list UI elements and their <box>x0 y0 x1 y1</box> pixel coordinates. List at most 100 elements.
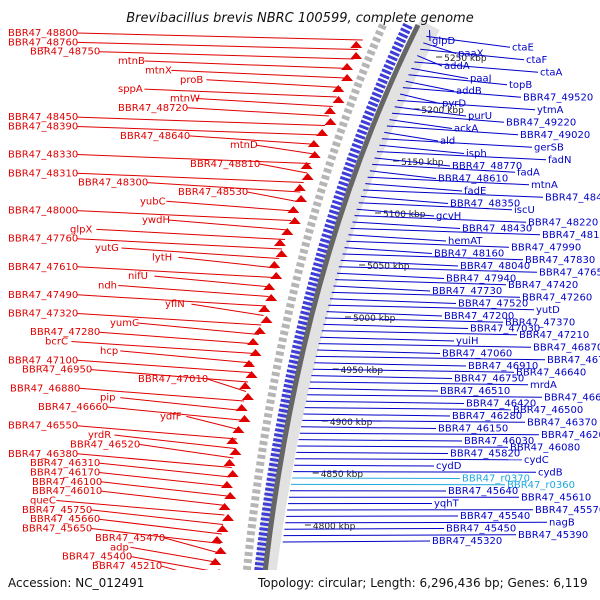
label-leader <box>91 369 249 383</box>
reverse-gene-arrow <box>245 371 258 378</box>
label-leader <box>99 331 257 345</box>
right-gene-label: BBR47_45610 <box>521 492 591 503</box>
label-leader <box>300 426 437 429</box>
label-leader <box>338 266 538 273</box>
label-leader <box>324 317 504 323</box>
label-leader <box>348 234 447 242</box>
label-leader <box>99 462 231 478</box>
reverse-gene-arrow <box>258 305 271 312</box>
label-leader <box>91 509 224 525</box>
label-leader <box>335 279 507 286</box>
tick-label: 5100 kbp <box>383 210 426 220</box>
left-gene-label: bcrC <box>45 337 68 348</box>
reverse-gene-arrow <box>295 195 308 202</box>
left-gene-label: BBR47_48760 <box>8 37 78 48</box>
right-gene-label: BBR47_48430 <box>462 224 532 235</box>
right-gene-label: BBR47_48490 <box>545 192 600 203</box>
left-gene-label: BBR47_46950 <box>22 365 92 376</box>
label-leader <box>101 481 228 497</box>
label-leader <box>77 32 363 41</box>
right-gene-label: BBR47_47650 <box>539 267 600 278</box>
label-leader <box>77 313 262 326</box>
label-leader <box>256 144 315 155</box>
right-gene-label: gerSB <box>534 142 564 153</box>
label-leader <box>352 221 461 229</box>
label-leader <box>346 240 510 248</box>
label-leader <box>386 125 519 136</box>
reverse-gene-arrow <box>223 459 236 466</box>
left-gene-label: pip <box>100 393 115 404</box>
left-gene-label: yflN <box>165 299 185 310</box>
label-leader <box>284 528 445 530</box>
label-leader <box>77 238 283 250</box>
right-gene-label: ctaA <box>540 67 563 78</box>
right-gene-label: BBR47_47200 <box>444 311 514 322</box>
right-gene-label: BBR47_45540 <box>460 511 530 522</box>
left-gene-label: nifU <box>128 271 148 282</box>
reverse-gene-arrow <box>323 107 336 114</box>
left-gene-label: BBR47_45470 <box>95 533 165 544</box>
label-leader <box>350 227 541 236</box>
label-leader <box>189 135 318 145</box>
right-gene-label: BBR47_45390 <box>518 530 588 541</box>
label-leader <box>318 343 532 348</box>
right-gene-label: paaJ <box>470 74 492 85</box>
label-leader <box>285 521 548 524</box>
right-gene-label: BBR47_49020 <box>520 130 590 141</box>
right-gene-label: BBR47_r0360 <box>507 480 575 491</box>
label-leader <box>376 151 547 161</box>
right-gene-label: BBR47_46280 <box>452 411 522 422</box>
right-gene-label: BBR47_47520 <box>458 299 528 310</box>
label-leader <box>336 272 445 279</box>
reverse-gene-arrow <box>281 228 294 235</box>
label-leader <box>304 407 512 411</box>
left-gene-label: BBR47_46660 <box>38 402 108 413</box>
right-gene-label: BBR47_46640 <box>516 367 586 378</box>
right-gene-label: BBR47_48610 <box>438 174 508 185</box>
reverse-gene-arrow <box>226 470 239 477</box>
label-leader <box>196 97 333 107</box>
left-gene-label: BBR47_47100 <box>8 355 78 366</box>
right-gene-label: cydC <box>524 455 549 466</box>
label-leader <box>314 362 467 367</box>
right-gene-label: hemAT <box>448 236 483 247</box>
right-gene-label: BBR47_45820 <box>450 449 520 460</box>
tick-label: 4900 kbp <box>330 418 373 428</box>
feature-track-inner <box>240 23 387 600</box>
right-gene-label: topB <box>509 80 532 91</box>
reverse-gene-arrow <box>235 404 248 411</box>
right-gene-label: BBR47_48100 <box>542 230 600 241</box>
left-gene-label: BBR47_46170 <box>30 467 100 478</box>
left-gene-label: ydfF <box>160 411 182 422</box>
left-gene-label: BBR47_46100 <box>32 477 102 488</box>
right-gene-label: pyrD <box>442 99 466 110</box>
reverse-gene-arrow <box>350 41 363 48</box>
label-leader <box>399 93 441 104</box>
left-gene-label: BBR47_46550 <box>8 421 78 432</box>
label-leader <box>389 119 453 129</box>
reverse-gene-arrow <box>226 437 239 444</box>
label-leader <box>295 458 523 461</box>
map-title: Brevibacillus brevis NBRC 100599, comple… <box>126 11 473 26</box>
right-gene-label: BBR47_45450 <box>446 524 516 535</box>
reverse-gene-arrow <box>265 294 278 301</box>
right-gene-label: nagB <box>549 517 575 528</box>
label-leader <box>384 131 439 142</box>
label-leader <box>420 48 525 61</box>
label-leader <box>317 349 441 354</box>
left-gene-label: BBR47_45660 <box>30 514 100 525</box>
reverse-gene-arrow <box>238 415 251 422</box>
right-gene-label: BBR47_48220 <box>528 217 598 228</box>
left-gene-label: BBR47_45750 <box>22 505 92 516</box>
right-gene-label: BBR47_46870 <box>533 342 600 353</box>
label-leader <box>171 69 346 79</box>
reverse-gene-arrow <box>288 217 301 224</box>
right-gene-label: glpD <box>432 36 455 47</box>
reverse-gene-arrow <box>268 261 281 268</box>
right-gene-label: BBR47_47030 <box>470 324 540 335</box>
right-gene-label: BBR47_46750 <box>454 374 524 385</box>
left-gene-label: mtnX <box>145 65 172 76</box>
genome-ring <box>240 19 440 600</box>
label-leader <box>331 291 521 298</box>
label-leader <box>77 210 291 221</box>
